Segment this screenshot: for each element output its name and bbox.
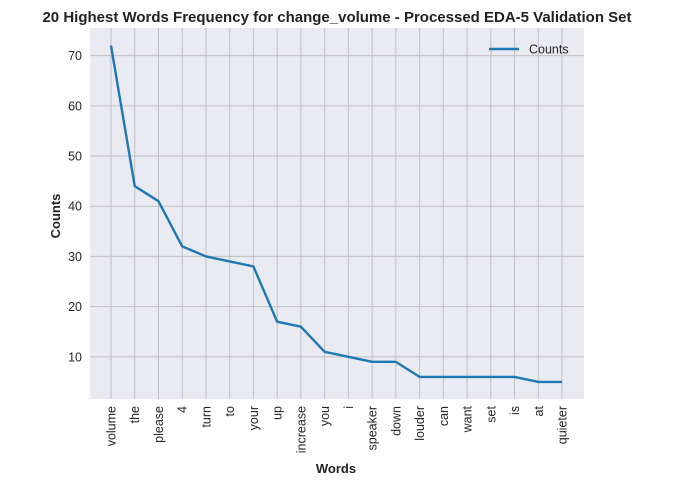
y-tick-label: 50 — [68, 150, 82, 164]
x-tick-label: you — [318, 406, 332, 426]
legend-label-counts: Counts — [529, 43, 569, 57]
x-tick-label: turn — [199, 406, 213, 428]
y-tick-label: 20 — [68, 300, 82, 314]
y-tick-label: 40 — [68, 200, 82, 214]
x-tick-label: up — [271, 406, 285, 420]
x-tick-label: volume — [105, 406, 119, 446]
x-tick-label: down — [389, 406, 403, 436]
x-tick-label: quieter — [556, 406, 570, 444]
x-tick-label: speaker — [366, 406, 380, 450]
x-axis-label: Words — [316, 461, 356, 476]
y-tick-label: 70 — [68, 49, 82, 63]
y-tick-label: 10 — [68, 350, 82, 364]
x-tick-label: increase — [294, 406, 308, 453]
x-tick-label: i — [342, 406, 356, 409]
y-tick-label: 30 — [68, 250, 82, 264]
y-axis-label: Counts — [48, 194, 63, 239]
plot-area — [90, 28, 584, 399]
x-axis-ticks: volume the please 4 turn to your up increase you i… — [105, 405, 570, 453]
series-line-counts — [109, 45, 562, 384]
x-tick-label: can — [437, 406, 451, 426]
x-tick-label: the — [128, 406, 142, 423]
chart-title: 20 Highest Words Frequency for change_vo… — [42, 9, 631, 26]
x-tick-label: 4 — [176, 406, 190, 413]
y-tick-label: 60 — [68, 99, 82, 113]
x-tick-label: at — [532, 405, 546, 416]
grid — [90, 28, 584, 399]
y-axis-ticks: 10 20 30 40 50 60 70 — [68, 49, 82, 364]
x-tick-label: louder — [413, 406, 427, 441]
x-tick-label: is — [508, 406, 522, 415]
x-tick-label: your — [247, 406, 261, 430]
legend: Counts — [489, 43, 569, 57]
x-tick-label: want — [461, 405, 475, 433]
x-tick-label: to — [223, 406, 237, 416]
x-tick-label: please — [152, 406, 166, 443]
x-tick-label: set — [484, 405, 498, 422]
